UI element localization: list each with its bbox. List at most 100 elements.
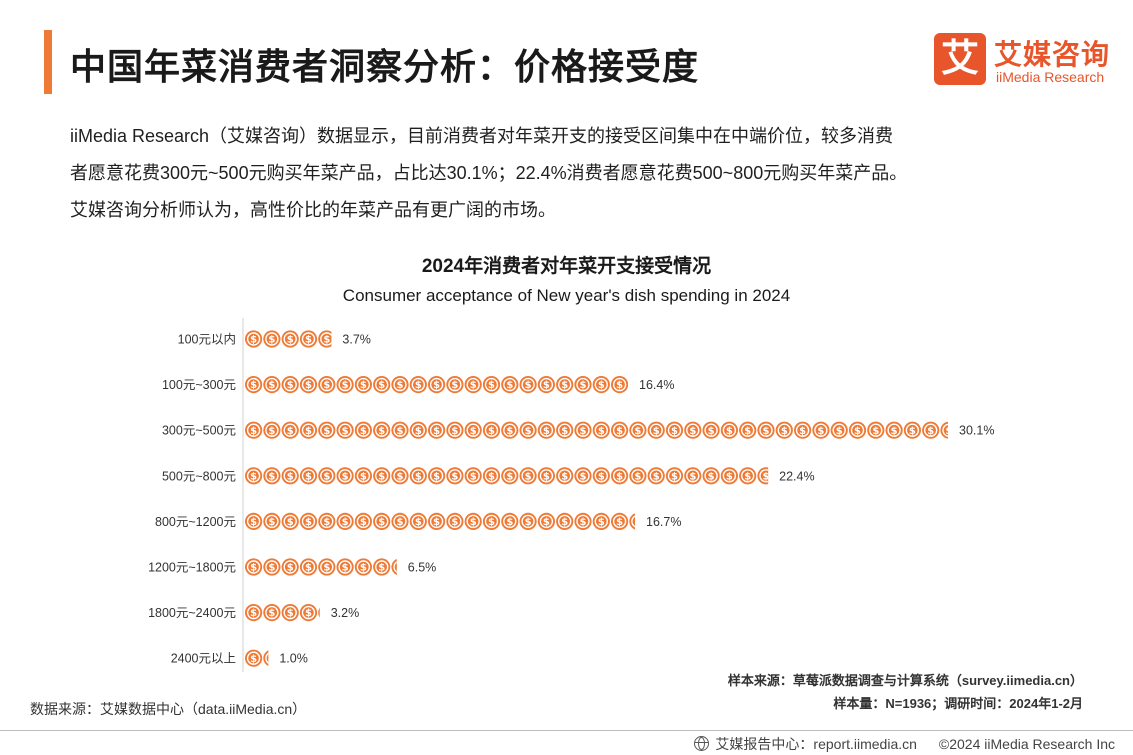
svg-text:$: $ xyxy=(250,471,257,482)
svg-text:$: $ xyxy=(854,426,861,437)
svg-text:$: $ xyxy=(598,517,605,528)
svg-text:$: $ xyxy=(580,517,587,528)
svg-text:$: $ xyxy=(872,426,879,437)
coin-bar-chart: 100元以内 $ $ $ $ $ $3.7% 100元~300元 $ $ $ $ $ $ $ $ $ $ $ $ $ $ $… xyxy=(148,318,994,672)
coin-icon: $ xyxy=(354,376,372,394)
page-title: 中国年菜消费者洞察分析：价格接受度 xyxy=(70,46,700,87)
svg-text:$: $ xyxy=(634,426,641,437)
svg-text:$: $ xyxy=(433,380,440,391)
svg-text:$: $ xyxy=(305,335,312,346)
svg-text:$: $ xyxy=(305,471,312,482)
svg-text:$: $ xyxy=(305,563,312,574)
svg-text:$: $ xyxy=(689,471,696,482)
coin-icon: $ xyxy=(464,376,482,394)
svg-text:$: $ xyxy=(287,563,294,574)
report-center-link[interactable]: 艾媒报告中心：report.iimedia.cn xyxy=(715,736,917,752)
value-label: 16.4% xyxy=(639,378,674,392)
coin-icon: $ xyxy=(263,421,281,439)
svg-text:$: $ xyxy=(433,471,440,482)
category-label: 1200元~1800元 xyxy=(148,561,236,575)
coin-icon: $ xyxy=(830,421,848,439)
svg-text:$: $ xyxy=(323,335,330,346)
coin-icon: $ xyxy=(391,421,409,439)
coin-icon: $ xyxy=(665,467,684,485)
svg-text:$: $ xyxy=(397,380,404,391)
coin-icon: $ xyxy=(757,421,775,439)
svg-text:$: $ xyxy=(525,426,532,437)
svg-text:$: $ xyxy=(268,608,275,619)
svg-text:$: $ xyxy=(287,426,294,437)
svg-text:$: $ xyxy=(506,517,513,528)
coin-icon: $ xyxy=(537,376,556,394)
svg-text:$: $ xyxy=(561,380,568,391)
category-label: 1800元~2400元 xyxy=(148,606,236,620)
coin-icon: $ xyxy=(940,421,948,439)
coin-icon: $ xyxy=(391,467,409,485)
svg-text:$: $ xyxy=(360,426,367,437)
svg-text:$: $ xyxy=(397,517,404,528)
svg-text:$: $ xyxy=(616,380,623,391)
svg-text:$: $ xyxy=(525,380,532,391)
svg-text:$: $ xyxy=(506,426,513,437)
coin-icon: $ xyxy=(684,421,702,439)
coin-icon: $ xyxy=(281,330,299,348)
bar: $ $ $ $ $ $ $ $ $ $ $ $ $ $ $ $ $ $ $ $ $ $ $ xyxy=(245,512,636,531)
coin-icon: $ xyxy=(263,376,281,394)
coin-icon: $ xyxy=(739,467,757,485)
title-accent-bar xyxy=(44,30,52,94)
bar: $ $ $ $ $ $ $ $ $ $ $ $ $ $ $ $ $ $ $ $ $ $ xyxy=(245,376,629,394)
svg-text:$: $ xyxy=(378,471,385,482)
coin-icon: $ xyxy=(428,512,446,531)
coin-icon: $ xyxy=(245,376,263,394)
svg-text:$: $ xyxy=(378,380,385,391)
svg-text:$: $ xyxy=(909,426,916,437)
svg-text:$: $ xyxy=(799,426,806,437)
svg-text:$: $ xyxy=(323,380,330,391)
coin-icon: $ xyxy=(318,467,336,485)
chart-title: 2024年消费者对年菜开支接受情况 xyxy=(421,256,712,277)
svg-text:$: $ xyxy=(342,517,349,528)
data-source-note: 数据来源：艾媒数据中心（data.iiMedia.cn） xyxy=(30,701,307,717)
coin-icon: $ xyxy=(299,376,318,394)
copyright-text: ©2024 iiMedia Research Inc xyxy=(938,736,1115,752)
svg-text:$: $ xyxy=(415,380,422,391)
coin-icon: $ xyxy=(373,421,391,439)
svg-text:$: $ xyxy=(634,471,641,482)
svg-text:$: $ xyxy=(580,426,587,437)
svg-text:$: $ xyxy=(470,380,477,391)
svg-text:$: $ xyxy=(287,517,294,528)
svg-text:$: $ xyxy=(342,563,349,574)
svg-text:$: $ xyxy=(689,426,696,437)
coin-icon: $ xyxy=(519,376,537,394)
svg-text:$: $ xyxy=(323,517,330,528)
svg-text:$: $ xyxy=(744,426,751,437)
svg-text:$: $ xyxy=(268,471,275,482)
svg-text:$: $ xyxy=(653,426,660,437)
coin-icon: $ xyxy=(446,512,464,531)
svg-text:$: $ xyxy=(360,517,367,528)
coin-icon: $ xyxy=(501,376,519,394)
svg-text:$: $ xyxy=(360,380,367,391)
value-label: 3.2% xyxy=(331,606,360,620)
svg-text:$: $ xyxy=(268,380,275,391)
svg-text:$: $ xyxy=(415,471,422,482)
coin-icon: $ xyxy=(702,421,720,439)
coin-icon: $ xyxy=(281,512,299,531)
coin-icon: $ xyxy=(592,467,610,485)
coin-icon: $ xyxy=(629,467,647,485)
svg-text:$: $ xyxy=(726,426,733,437)
coin-icon: $ xyxy=(647,421,665,439)
coin-icon: $ xyxy=(281,604,299,622)
coin-icon: $ xyxy=(739,421,757,439)
svg-text:$: $ xyxy=(250,654,257,665)
coin-icon: $ xyxy=(482,467,501,485)
coin-icon: $ xyxy=(336,467,354,485)
category-label: 100元以内 xyxy=(178,333,236,347)
coin-icon: $ xyxy=(574,467,592,485)
svg-text:$: $ xyxy=(433,517,440,528)
coin-icon: $ xyxy=(501,467,519,485)
svg-text:$: $ xyxy=(561,517,568,528)
svg-text:$: $ xyxy=(580,380,587,391)
svg-text:$: $ xyxy=(525,517,532,528)
svg-text:$: $ xyxy=(433,426,440,437)
